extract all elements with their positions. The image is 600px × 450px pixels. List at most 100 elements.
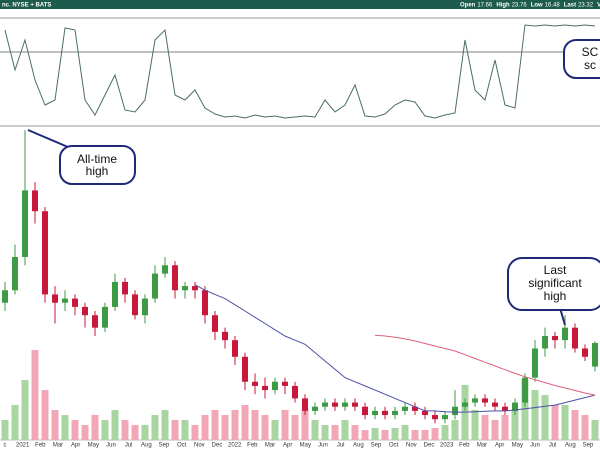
candle-body [342,402,348,407]
volume-bar [531,390,539,440]
candle-body [462,402,468,407]
candle-body [302,398,308,411]
candle-body [92,315,98,328]
volume-bar [41,390,49,440]
callout-text: All-time [77,152,117,166]
volume-bar [111,410,119,440]
candle-body [52,294,58,303]
candle-body [492,402,498,407]
x-tick-label: Apr [283,443,292,449]
candle-body [42,211,48,295]
x-tick-label: Mar [265,443,275,449]
candle-body [292,385,298,399]
volume-bar [341,420,349,440]
candle-body [592,342,598,367]
x-tick-label: Sep [159,443,170,449]
volume-bar [101,420,109,440]
volume-bar [51,410,59,440]
candle-body [232,340,238,357]
callout-text: significant [528,276,582,290]
x-tick-label: Sep [583,443,594,449]
candle-body [132,294,138,316]
ohlc-value: 17.66 [477,3,493,9]
callout-box [59,145,136,185]
volume-bar [131,425,139,440]
candle-body [82,306,88,316]
candle-body [512,402,518,411]
x-tick-label: Oct [177,443,187,449]
candle-body [212,315,218,332]
volume-bar [121,420,129,440]
candle-body [372,410,378,416]
volume-bar [381,430,389,440]
volume-bar [591,420,599,440]
callout-text: SC [582,45,599,59]
x-tick-label: May [512,443,523,449]
candle-body [542,336,548,349]
volume-bar [551,405,559,440]
callout-text: sc [584,58,596,72]
candle-body [282,381,288,386]
volume-bar [481,415,489,440]
x-tick-label: Nov [194,443,205,449]
volume-bar [511,410,519,440]
volume-bar [151,415,159,440]
volume-bar [31,350,39,440]
volume-bar [571,410,579,440]
candle-body [452,406,458,416]
candle-body [392,410,398,416]
x-tick-label: Apr [71,443,80,449]
header-bar [0,0,600,9]
moving-average [374,334,596,396]
volume-bar [581,415,589,440]
candle-body [412,406,418,411]
volume-bar [281,410,289,440]
volume-bar [311,420,319,440]
x-tick-label: Aug [141,443,152,449]
x-tick-label: Mar [53,443,63,449]
volume-bar [391,428,399,440]
candle-body [432,415,438,420]
candle-body [222,331,228,341]
candle-body [142,298,148,316]
candle-body [362,406,368,416]
candle-body [112,281,118,307]
moving-average [194,284,596,413]
volume-bar [451,420,459,440]
volume-bar [501,415,509,440]
volume-bar [61,415,69,440]
volume-bar [401,425,409,440]
candle-body [122,281,128,295]
volume-bar [241,405,249,440]
candle-body [32,190,38,212]
x-tick-label: Jun [106,443,116,449]
x-tick-label: Jul [337,443,345,449]
x-tick-label: Jun [318,443,328,449]
ohlc-value: 23.76 [512,3,528,9]
x-tick-label: Feb [459,443,470,449]
volume-bar [371,428,379,440]
volume-bar [141,425,149,440]
volume-bar [231,410,239,440]
volume-bar [181,420,189,440]
volume-bar [431,428,439,440]
candle-body [402,406,408,411]
volume-bar [221,415,229,440]
x-tick-label: Aug [353,443,364,449]
x-tick-label: 2023 [440,443,454,449]
candle-body [582,348,588,357]
volume-bar [351,425,359,440]
callout-text: Last [544,263,567,277]
volume-bar [561,405,569,440]
callout-box [507,257,600,311]
volume-bar [411,430,419,440]
candle-body [72,298,78,307]
candle-body [322,402,328,407]
x-tick-label: Dec [212,443,223,449]
volume-bar [201,415,209,440]
candle-body [352,402,358,407]
volume-bar [21,380,29,440]
x-tick-label: Apr [495,443,504,449]
x-tick-label: Jun [530,443,540,449]
